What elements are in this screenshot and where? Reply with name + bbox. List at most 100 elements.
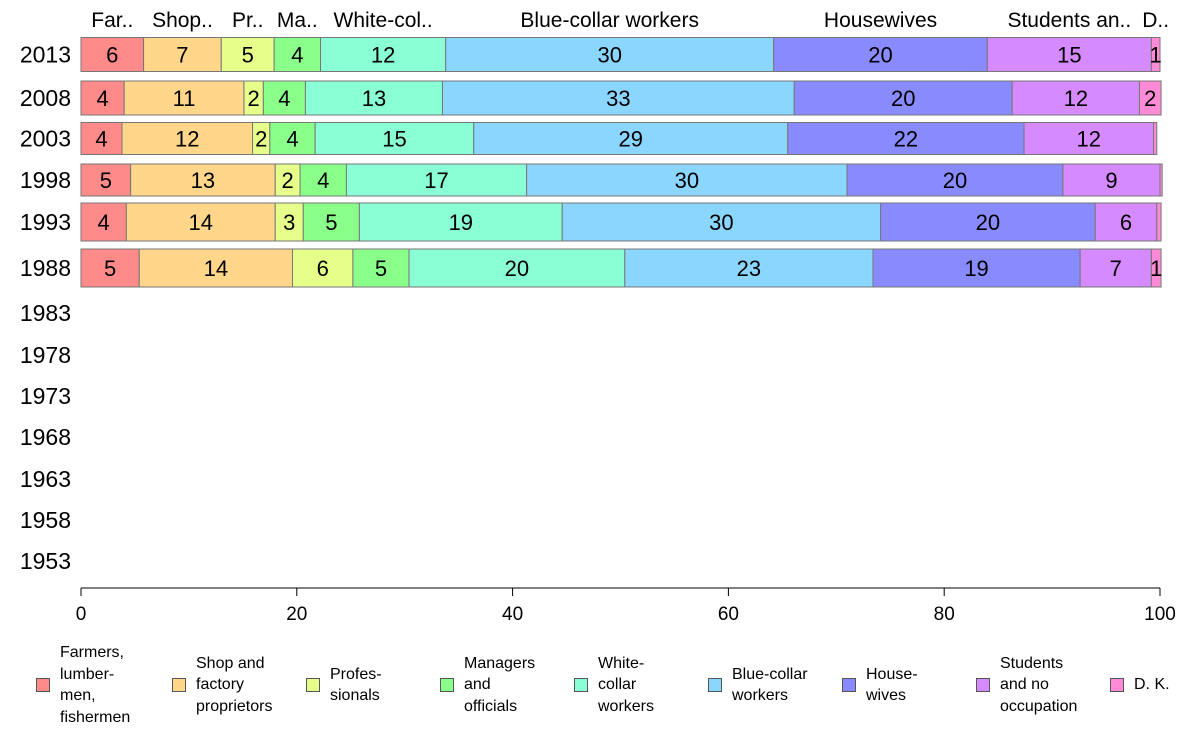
legend-swatch — [172, 678, 186, 692]
bar-segment — [269, 122, 316, 155]
data-label: 20 — [505, 256, 529, 281]
legend-swatch — [574, 678, 588, 692]
legend-item: White- collar workers — [574, 640, 654, 730]
x-tick-label: 0 — [76, 604, 87, 625]
legend-label: Profes- sionals — [330, 665, 382, 705]
bar-segment — [793, 80, 1013, 116]
data-label: 20 — [943, 168, 967, 193]
bar-segment — [787, 122, 1025, 155]
data-label: 4 — [96, 86, 108, 111]
bar-segment — [143, 37, 222, 72]
segment-header-labels: Far.. Shop.. Pr.. Ma.. White-col.. Blue-colla… — [91, 9, 1169, 32]
bar-segment — [320, 37, 447, 72]
y-tick-label: 1958 — [20, 507, 71, 533]
data-label: 29 — [619, 127, 643, 152]
series-header-label: Blue-collar workers — [520, 9, 699, 32]
bar-segment — [138, 248, 293, 288]
x-tick-label: 40 — [502, 604, 523, 625]
x-tick-label: 20 — [286, 604, 307, 625]
y-tick-label: 1963 — [20, 466, 71, 492]
data-label: 20 — [976, 210, 1000, 235]
x-tick-label: 100 — [1144, 604, 1176, 625]
series-header-label: Housewives — [824, 9, 937, 32]
data-label: 6 — [317, 256, 329, 281]
legend-label: White- collar workers — [598, 654, 655, 715]
bar-segment — [220, 37, 275, 72]
bar-segment — [80, 202, 127, 242]
bar-segment — [1150, 37, 1161, 72]
legend-item: Farmers, lumber- men, fishermen — [36, 640, 130, 730]
data-label: 5 — [104, 256, 116, 281]
y-tick-label: 1973 — [20, 383, 71, 409]
legend-label: House- wives — [866, 665, 918, 705]
data-label: 14 — [204, 256, 228, 281]
data-label: 20 — [868, 43, 892, 68]
bar-segment — [80, 122, 123, 155]
legend-swatch — [440, 678, 454, 692]
bar-segment — [1156, 202, 1162, 242]
data-label: 12 — [175, 127, 199, 152]
bar-segment — [352, 248, 410, 288]
series-header-label: White-col.. — [334, 9, 433, 32]
data-label: 2 — [255, 127, 267, 152]
data-label: 6 — [106, 43, 118, 68]
data-label: 4 — [278, 86, 290, 111]
x-tick-label: 80 — [934, 604, 955, 625]
series-header-label: Shop.. — [152, 9, 213, 32]
bar-segment — [1153, 122, 1158, 155]
y-tick-label: 1993 — [20, 209, 71, 235]
series-header-label: D.. — [1142, 9, 1169, 32]
bar-segment — [274, 202, 304, 242]
legend-swatch — [306, 678, 320, 692]
legend-label: Students and no occupation — [1000, 654, 1078, 715]
bar-segment — [80, 80, 125, 116]
legend-swatch — [976, 678, 990, 692]
data-label: 19 — [449, 210, 473, 235]
data-label: 22 — [894, 127, 918, 152]
y-tick-label: 1978 — [20, 342, 71, 368]
data-label: 3 — [283, 210, 295, 235]
legend: Farmers, lumber- men, fishermen Shop and … — [0, 640, 1188, 736]
legend-label: Farmers, lumber- men, fishermen — [60, 644, 131, 726]
data-label: 5 — [100, 168, 112, 193]
bar-segment — [408, 248, 626, 288]
y-tick-label: 1968 — [20, 424, 71, 450]
bar-segment — [1023, 122, 1155, 155]
data-label: 20 — [891, 86, 915, 111]
bar-segment — [80, 248, 140, 288]
bar-segment — [121, 122, 254, 155]
data-label: 2 — [248, 86, 260, 111]
series-header-label: Pr.. — [232, 9, 264, 32]
legend-swatch — [36, 678, 50, 692]
bar-segment — [1062, 163, 1161, 197]
legend-item: Managers and officials — [440, 640, 535, 730]
data-label: 23 — [737, 256, 761, 281]
legend-swatch — [1110, 678, 1124, 692]
bar-segment — [473, 122, 789, 155]
data-label: 15 — [382, 127, 406, 152]
legend-label: Blue-collar workers — [732, 665, 808, 705]
data-label: 2 — [282, 168, 294, 193]
legend-swatch — [708, 678, 722, 692]
y-tick-label: 1988 — [20, 255, 71, 281]
bar-segment — [846, 163, 1064, 197]
data-label: 30 — [675, 168, 699, 193]
bar-segment — [302, 202, 360, 242]
data-label: 30 — [597, 43, 621, 68]
bar-segment — [986, 37, 1152, 72]
y-tick-label: 1983 — [20, 300, 71, 326]
series-header-label: Ma.. — [277, 9, 318, 32]
data-label: 13 — [362, 86, 386, 111]
legend-item: Students and no occupation — [976, 640, 1077, 730]
data-label: 5 — [375, 256, 387, 281]
bar-segment — [624, 248, 874, 288]
legend-swatch — [842, 678, 856, 692]
data-label: 30 — [709, 210, 733, 235]
data-label: 7 — [1110, 256, 1122, 281]
data-label: 19 — [964, 256, 988, 281]
bar-segment — [526, 163, 848, 197]
bar-segment — [1150, 248, 1162, 288]
data-label: 4 — [291, 43, 303, 68]
legend-label: D. K. — [1134, 676, 1170, 694]
